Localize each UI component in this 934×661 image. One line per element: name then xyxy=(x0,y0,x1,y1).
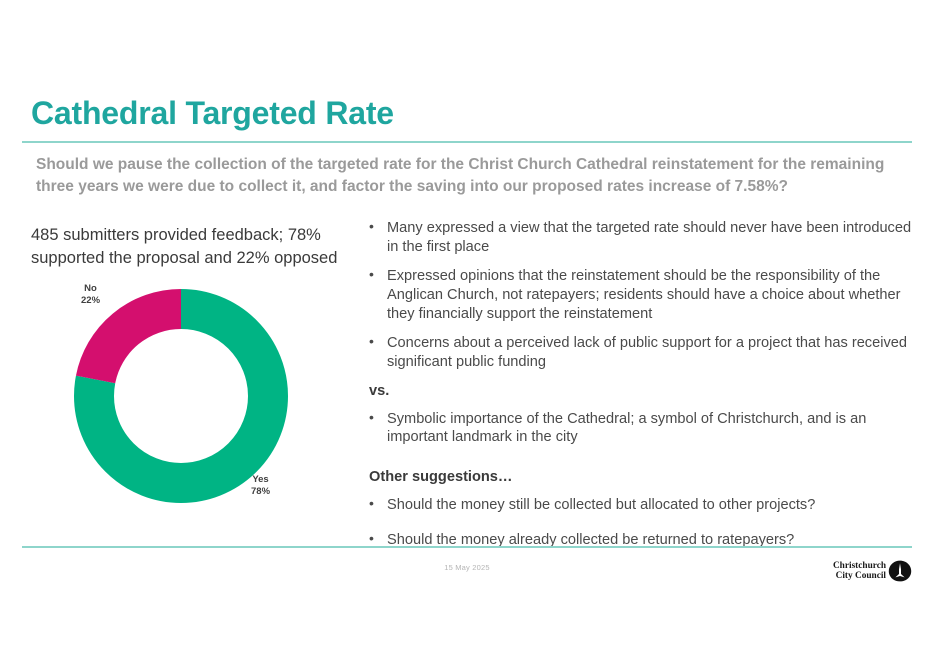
vs-label: vs. xyxy=(369,382,390,399)
right-column: Many expressed a view that the targeted … xyxy=(366,218,914,565)
list-item: Concerns about a perceived lack of publi… xyxy=(366,333,914,371)
logo-wordmark: Christchurch City Council xyxy=(826,561,886,581)
other-suggestions-list: Should the money still be collected but … xyxy=(366,495,914,550)
chart-label-no: No 22% xyxy=(81,283,100,307)
christchurch-city-council-logo: Christchurch City Council xyxy=(826,560,914,586)
chart-label-yes: Yes 78% xyxy=(251,474,270,498)
feedback-summary-text: 485 submitters provided feedback; 78% su… xyxy=(31,226,338,267)
donut-slice-no xyxy=(74,289,288,503)
main-bullet-list: Many expressed a view that the targeted … xyxy=(366,218,914,372)
chart-label-yes-value: 78% xyxy=(251,486,271,498)
list-item: Expressed opinions that the reinstatemen… xyxy=(366,266,914,323)
donut-chart: No 22% Yes 78% xyxy=(31,278,351,518)
page-title: Cathedral Targeted Rate xyxy=(31,95,394,131)
logo-line-1: Christchurch xyxy=(832,561,886,571)
divider-top xyxy=(22,141,912,143)
list-item: Should the money still be collected but … xyxy=(366,495,914,515)
list-item: Many expressed a view that the targeted … xyxy=(366,218,914,256)
list-item: Should the money already collected be re… xyxy=(366,530,914,550)
donut-chart-svg xyxy=(74,289,288,503)
list-item: Symbolic importance of the Cathedral; a … xyxy=(366,409,914,447)
counterpoint-bullet-list: Symbolic importance of the Cathedral; a … xyxy=(366,409,914,447)
chart-label-no-name: No xyxy=(84,283,97,294)
logo-line-2: City Council xyxy=(835,571,886,582)
chart-label-yes-name: Yes xyxy=(252,474,269,485)
footer-date: 15 May 2025 xyxy=(444,563,490,572)
divider-bottom xyxy=(22,546,912,548)
christchurch-crest-icon xyxy=(888,560,912,582)
left-column: 485 submitters provided feedback; 78% su… xyxy=(31,224,351,270)
other-suggestions-heading: Other suggestions… xyxy=(369,469,513,486)
subtitle-question: Should we pause the collection of the ta… xyxy=(36,156,885,195)
chart-label-no-value: 22% xyxy=(81,295,101,307)
